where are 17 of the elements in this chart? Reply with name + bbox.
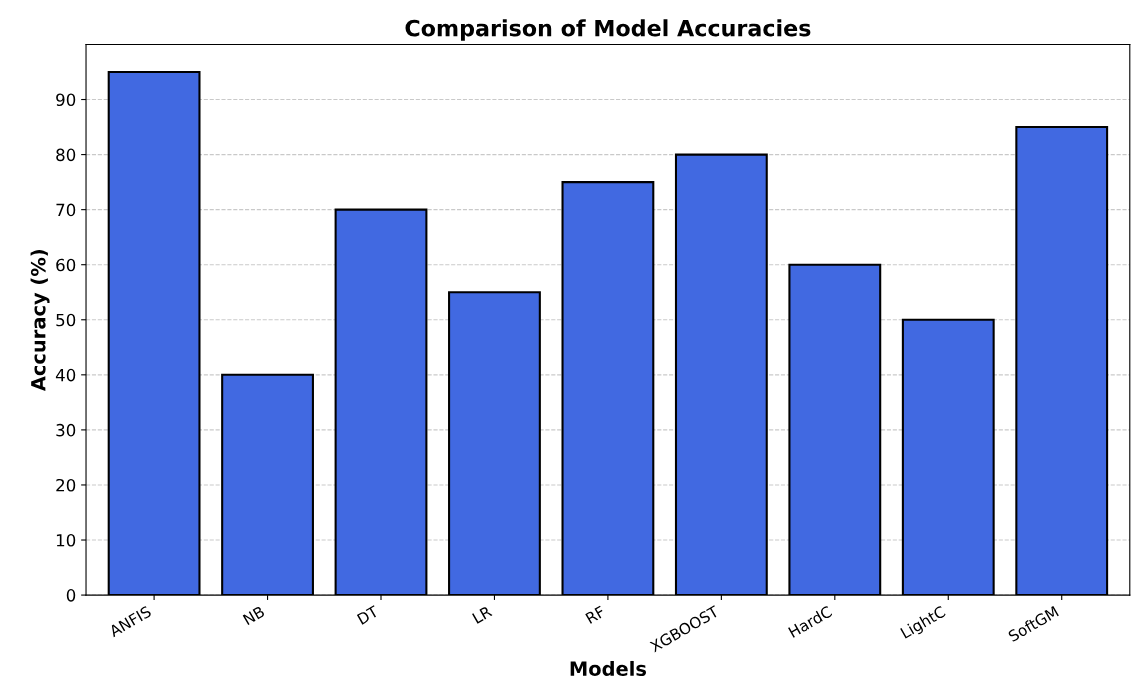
y-tick-label: 40 [55,368,76,382]
x-tick-label: DT [356,605,380,625]
y-tick-label: 30 [56,423,76,437]
y-tick-label: 90 [56,93,76,107]
y-tick-label: 20 [56,478,76,492]
y-tick-label: 0 [66,589,76,602]
x-tick-label: NB [242,605,266,626]
y-tick-label: 70 [56,203,76,217]
y-axis-title: Accuracy (%) [30,250,50,392]
y-tick-label: 80 [56,148,76,162]
x-axis-title: Models [570,660,647,677]
chart-title: Comparison of Model Accuracies [405,19,811,41]
x-tick-label: RF [585,605,606,624]
x-tick-label: LR [472,605,493,624]
y-tick-label: 50 [56,313,76,327]
y-tick-label: 10 [56,533,76,547]
y-tick-label: 60 [56,258,76,272]
